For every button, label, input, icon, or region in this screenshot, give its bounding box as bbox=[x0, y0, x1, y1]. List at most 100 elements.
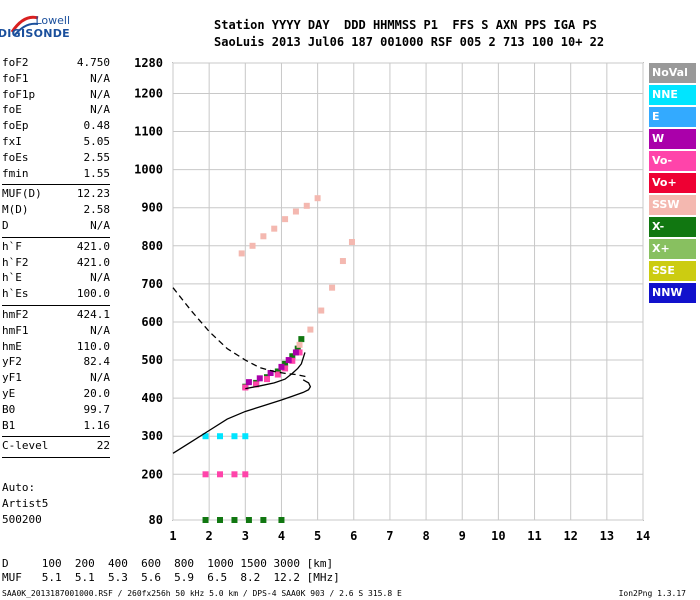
echo-point bbox=[217, 433, 223, 440]
param-row: foF1p N/A bbox=[2, 88, 110, 104]
param-name: foF1 bbox=[2, 71, 29, 85]
auto-program: Artist5 bbox=[2, 497, 49, 510]
echo-point bbox=[260, 517, 267, 523]
param-row: foF1 N/A bbox=[2, 72, 110, 88]
echo-point bbox=[242, 433, 249, 440]
x-tick-label: 12 bbox=[563, 529, 577, 543]
param-name: hmF2 bbox=[2, 307, 29, 321]
echo-point bbox=[231, 471, 238, 478]
param-name: h`Es bbox=[2, 287, 29, 301]
x-tick-label: 8 bbox=[422, 529, 429, 543]
echo-point bbox=[202, 433, 209, 440]
echo-point bbox=[289, 357, 296, 364]
echo-point bbox=[274, 368, 281, 375]
y-tick-label: 200 bbox=[141, 467, 163, 481]
muf-distance-row: D 100 200 400 600 800 1000 1500 3000 [km… bbox=[2, 557, 334, 570]
echo-point bbox=[274, 371, 281, 378]
y-tick-label: 300 bbox=[141, 429, 163, 443]
x-tick-label: 9 bbox=[459, 529, 466, 543]
legend-item: SSE bbox=[649, 261, 696, 281]
param-row: hmE 110.0 bbox=[2, 340, 110, 356]
echo-point bbox=[245, 379, 252, 386]
x-tick-label: 4 bbox=[278, 529, 285, 543]
file-info: SAA0K_2013187001000.RSF / 260fx256h 50 k… bbox=[2, 589, 402, 598]
echo-traces bbox=[202, 195, 355, 523]
param-row: hmF1 N/A bbox=[2, 324, 110, 340]
profile-curve bbox=[172, 287, 309, 378]
param-name: yE bbox=[2, 386, 16, 400]
logo-swoosh-icon bbox=[10, 15, 39, 37]
param-name: h`F2 bbox=[2, 255, 29, 269]
param-name: h`F bbox=[2, 239, 22, 253]
legend-item: X- bbox=[649, 217, 696, 237]
param-name: h`E bbox=[2, 271, 22, 285]
echo-point bbox=[292, 208, 299, 215]
polarization-legend: NoVal NNE E W Vo- Vo+ SSW X- X+ SSE NNW bbox=[649, 63, 696, 305]
param-value: 22 bbox=[96, 439, 110, 453]
auto-version: 500200 bbox=[2, 513, 42, 526]
echo-point bbox=[289, 353, 296, 360]
digisonde-logo: Lowell DIGISONDE bbox=[0, 8, 86, 42]
param-row: foF2 4.750 bbox=[2, 56, 110, 72]
param-value: 2.58 bbox=[83, 203, 111, 217]
echo-point bbox=[260, 233, 267, 240]
x-tick-label: 5 bbox=[314, 529, 321, 543]
echo-point bbox=[271, 225, 278, 232]
y-tick-label: 400 bbox=[141, 391, 163, 405]
echo-point bbox=[296, 349, 303, 356]
param-row: foE N/A bbox=[2, 103, 110, 119]
legend-item: Vo+ bbox=[649, 173, 696, 193]
param-value: N/A bbox=[90, 271, 110, 285]
plot-grid bbox=[172, 62, 644, 521]
profile-curve bbox=[245, 352, 306, 390]
software-version: Ion2Png 1.3.17 bbox=[618, 589, 686, 598]
param-row: yE 20.0 bbox=[2, 387, 110, 403]
echo-point bbox=[217, 517, 223, 523]
param-value: 1.55 bbox=[83, 166, 111, 180]
param-value: N/A bbox=[90, 87, 110, 101]
echo-point bbox=[202, 517, 209, 523]
y-tick-label: 1280 bbox=[134, 56, 163, 70]
logo-line2: DIGISONDE bbox=[0, 27, 70, 40]
profile-curve bbox=[172, 379, 312, 454]
x-tick-label: 11 bbox=[527, 529, 541, 543]
param-row: D N/A bbox=[2, 219, 110, 235]
echo-point bbox=[202, 471, 209, 478]
y-tick-label: 1200 bbox=[134, 86, 163, 100]
y-tick-label: 700 bbox=[141, 277, 163, 291]
echo-point bbox=[298, 336, 305, 343]
legend-item: E bbox=[649, 107, 696, 127]
param-value: 99.7 bbox=[83, 402, 111, 416]
param-value: 12.23 bbox=[76, 187, 110, 201]
echo-point bbox=[282, 360, 289, 367]
echo-point bbox=[256, 375, 263, 382]
param-row: M(D) 2.58 bbox=[2, 203, 110, 219]
param-name: MUF(D) bbox=[2, 187, 42, 201]
param-name: foE bbox=[2, 103, 22, 117]
echo-point bbox=[339, 258, 346, 265]
param-name: M(D) bbox=[2, 203, 29, 217]
echo-point bbox=[264, 376, 270, 383]
y-axis-ticks: 80 200 300 400 500 600 700 800 900 1000 1100 1200 12… bbox=[134, 56, 163, 527]
param-value: 421.0 bbox=[76, 255, 110, 269]
y-tick-label: 800 bbox=[141, 239, 163, 253]
param-value: N/A bbox=[90, 371, 110, 385]
param-row: h`F2 421.0 bbox=[2, 256, 110, 272]
echo-point bbox=[292, 349, 299, 356]
param-name: foEs bbox=[2, 150, 29, 164]
x-tick-label: 6 bbox=[350, 529, 357, 543]
echo-point bbox=[348, 238, 355, 245]
x-tick-label: 1 bbox=[169, 529, 176, 543]
param-row: B1 1.16 bbox=[2, 419, 110, 435]
param-name: yF2 bbox=[2, 355, 22, 369]
legend-item: NNW bbox=[649, 283, 696, 303]
param-row: fmin 1.55 bbox=[2, 167, 110, 183]
auto-label: Auto: bbox=[2, 481, 36, 494]
param-row: fxI 5.05 bbox=[2, 135, 110, 151]
param-value: N/A bbox=[90, 103, 110, 117]
param-row: hmF2 424.1 bbox=[2, 308, 110, 324]
y-tick-label: 500 bbox=[141, 353, 163, 367]
echo-point bbox=[303, 202, 310, 209]
y-tick-label: 600 bbox=[141, 315, 163, 329]
